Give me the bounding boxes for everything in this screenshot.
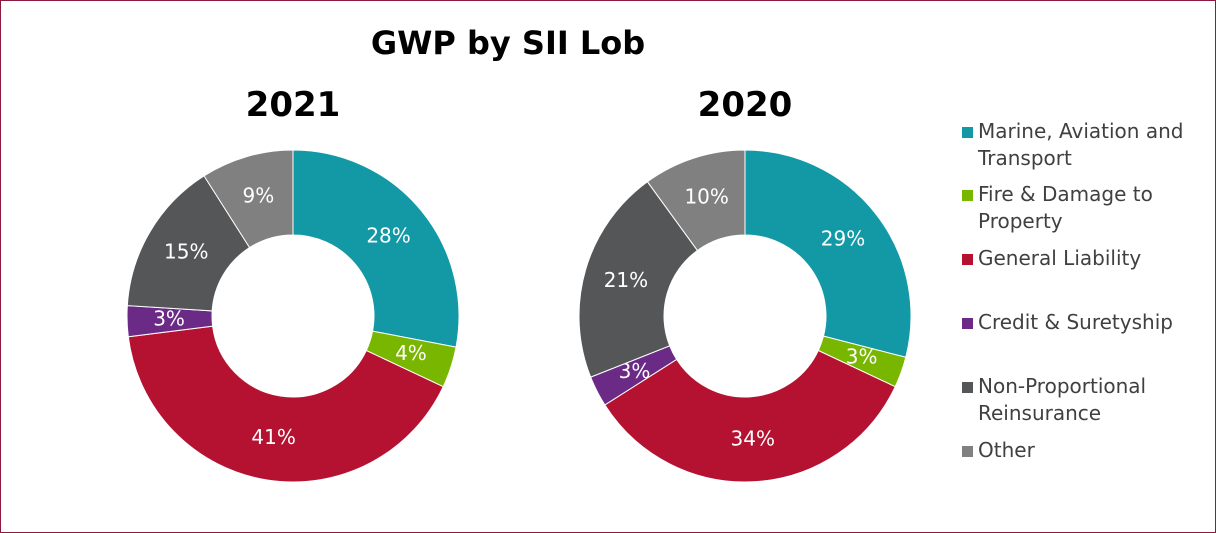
legend-item: Other bbox=[962, 437, 1202, 464]
data-label: 21% bbox=[604, 268, 648, 292]
legend-label: Credit & Suretyship bbox=[978, 310, 1173, 334]
data-label: 41% bbox=[251, 425, 295, 449]
legend-item: Marine, Aviation and Transport bbox=[962, 118, 1202, 172]
data-label: 3% bbox=[846, 345, 878, 369]
data-label: 10% bbox=[684, 185, 728, 209]
legend-item: General Liability bbox=[962, 245, 1202, 272]
legend-label: Fire & Damage to Property bbox=[978, 182, 1153, 233]
donut-title: 2021 bbox=[246, 85, 341, 125]
donut-segment bbox=[127, 325, 444, 483]
donut-segment bbox=[203, 149, 294, 249]
legend-swatch bbox=[962, 127, 973, 138]
legend-item: Credit & Suretyship bbox=[962, 309, 1202, 336]
legend-label: Other bbox=[978, 438, 1035, 462]
donut-segment bbox=[292, 149, 460, 348]
data-label: 4% bbox=[395, 341, 427, 365]
legend-swatch bbox=[962, 190, 973, 201]
data-label: 34% bbox=[731, 426, 775, 450]
donut-segment bbox=[578, 181, 699, 378]
legend-swatch bbox=[962, 382, 973, 393]
donut-segment bbox=[744, 149, 912, 358]
legend-item: Non-Proportional Reinsurance bbox=[962, 373, 1202, 427]
donut-segment bbox=[646, 149, 746, 252]
donut-title: 2020 bbox=[698, 85, 793, 125]
data-label: 28% bbox=[366, 223, 410, 247]
legend-label: General Liability bbox=[978, 246, 1142, 270]
legend-swatch bbox=[962, 318, 973, 329]
data-label: 3% bbox=[153, 306, 185, 330]
legend-swatch bbox=[962, 446, 973, 457]
legend-item: Fire & Damage to Property bbox=[962, 181, 1202, 235]
data-label: 15% bbox=[164, 239, 208, 263]
chart-title: GWP by SII Lob bbox=[371, 24, 645, 62]
data-label: 29% bbox=[821, 226, 865, 250]
donut-segment bbox=[604, 349, 896, 483]
legend-label: Non-Proportional Reinsurance bbox=[978, 374, 1147, 425]
legend-label: Marine, Aviation and Transport bbox=[978, 119, 1184, 170]
data-label: 9% bbox=[243, 183, 275, 207]
legend-swatch bbox=[962, 254, 973, 265]
